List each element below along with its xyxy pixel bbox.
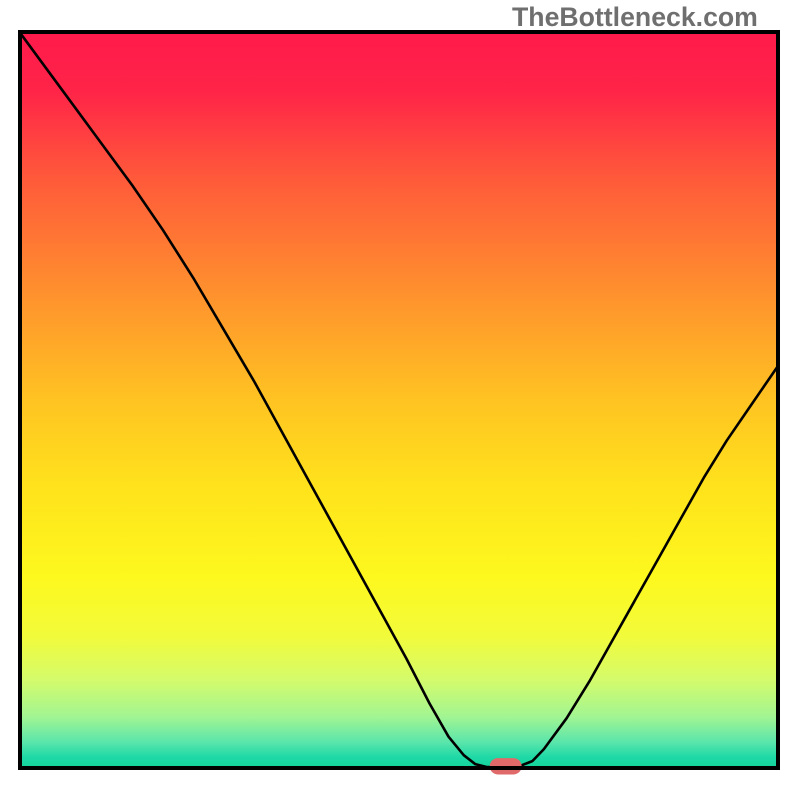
watermark-text: TheBottleneck.com (512, 2, 758, 33)
chart-svg (0, 0, 800, 800)
plot-background (20, 32, 778, 768)
chart-frame: TheBottleneck.com (0, 0, 800, 800)
